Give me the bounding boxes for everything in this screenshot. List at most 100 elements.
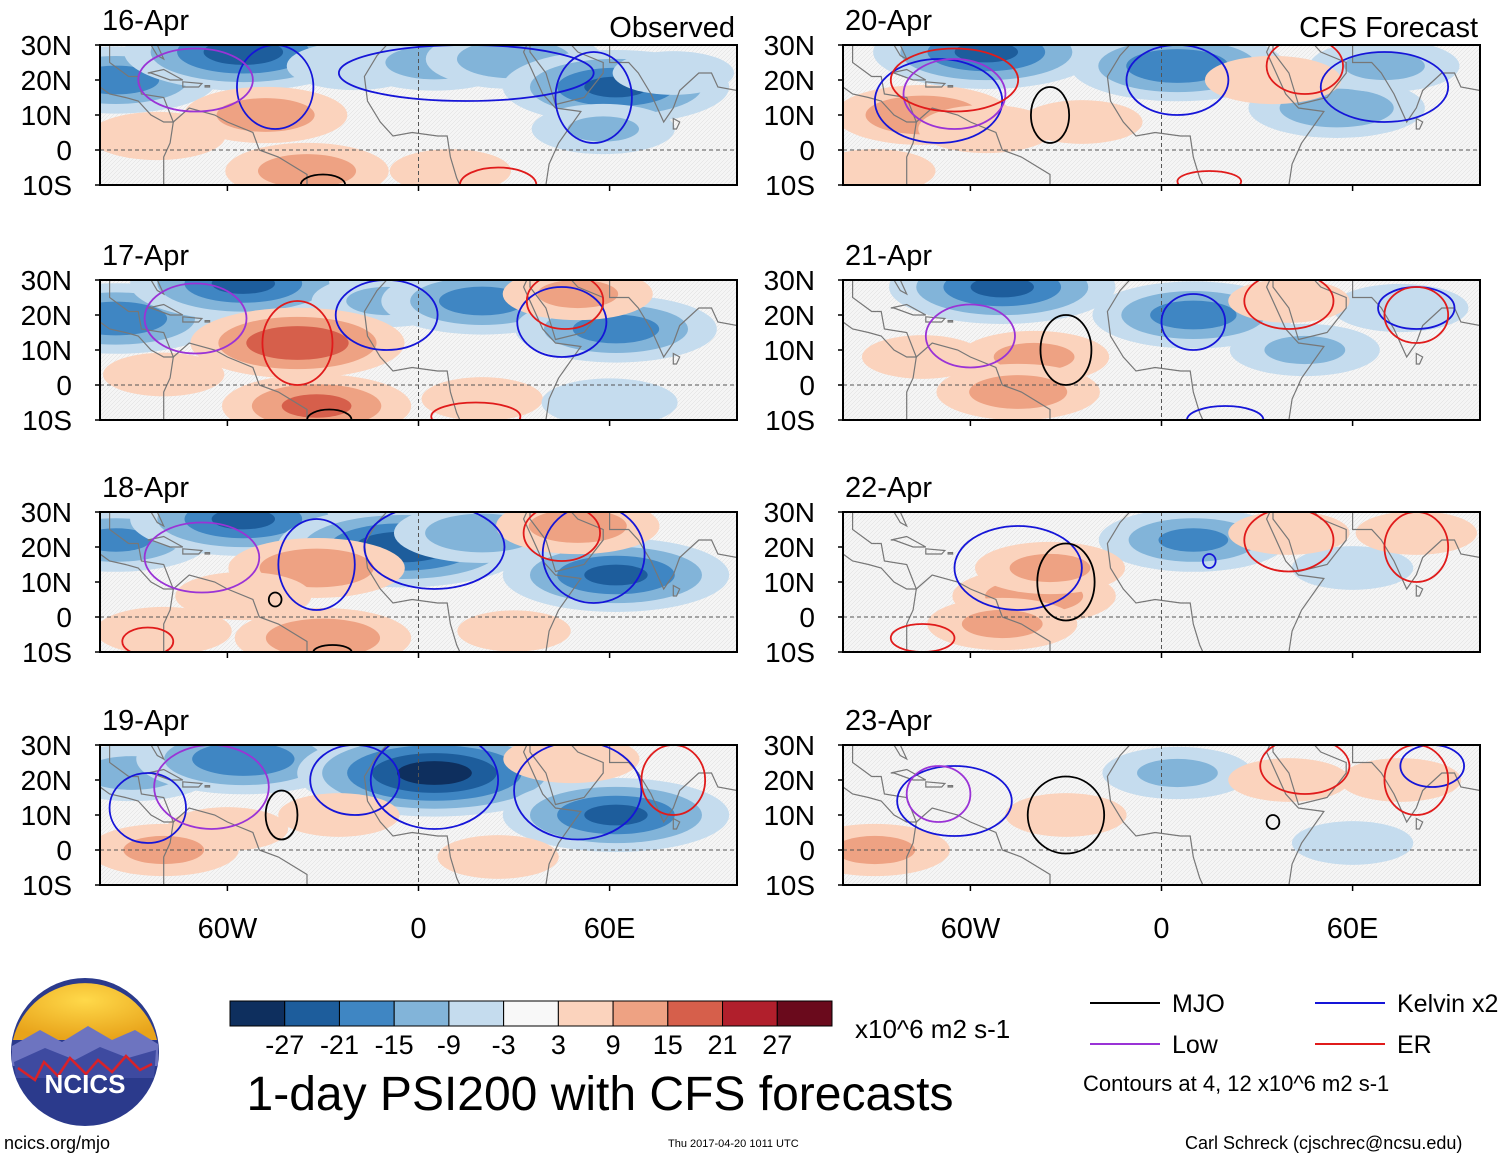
coastline (608, 745, 737, 824)
colorbar-swatch (776, 1000, 833, 1027)
coastline (182, 81, 204, 88)
map-panel-22-Apr: 30N 20N 10N 0 10S 22-Apr (764, 472, 1481, 668)
panel-date-label: 16-Apr (102, 5, 189, 37)
anomaly-band (103, 352, 225, 397)
anomaly-band (1021, 100, 1143, 144)
panel-date-label: 23-Apr (845, 705, 932, 737)
lon-label: 60W (198, 913, 258, 945)
panel-date-label: 17-Apr (102, 240, 189, 272)
contour-kelvin (1125, 45, 1230, 116)
coastline (1351, 280, 1480, 359)
legend-label-low: Low (1172, 1031, 1219, 1059)
lat-label: 0 (799, 135, 815, 166)
lat-label: 10S (765, 405, 815, 436)
contour-er (1265, 45, 1344, 95)
coastline (204, 84, 211, 88)
contour-mjo (264, 789, 299, 841)
colorbar-label: -9 (437, 1030, 461, 1060)
colorbar-label: 27 (762, 1030, 792, 1060)
anomaly-band (961, 609, 1043, 639)
lat-label: 20N (764, 65, 815, 96)
contour-low (902, 58, 1007, 130)
lat-label: 20N (764, 765, 815, 796)
colorbar-label: -21 (320, 1030, 359, 1060)
lat-label: 20N (21, 300, 72, 331)
contour-kelvin (1202, 553, 1217, 569)
coastline (843, 280, 918, 358)
coastline (672, 584, 681, 597)
map-panels: 30N 20N 10N 0 10S 16-Apr Observed 30N 20N 10N 0 10S… (21, 5, 1481, 901)
anomaly-band (100, 606, 232, 652)
map-panel-20-Apr: 30N 20N 10N 0 10S 20-Apr CFS Forecast (764, 5, 1481, 201)
contour-er (889, 47, 1020, 113)
contour-er (121, 626, 175, 652)
lat-label: 10S (765, 170, 815, 201)
lat-label: 10N (764, 100, 815, 131)
contour-kelvin (1399, 745, 1465, 788)
coastline (529, 45, 604, 106)
coastline (147, 68, 184, 81)
colorbar-swatch (284, 1000, 340, 1027)
anomaly-band (1005, 793, 1127, 837)
contour-mjo (1265, 814, 1281, 830)
coastline (947, 84, 954, 88)
anomaly-band (1204, 55, 1342, 105)
coastline (1415, 817, 1424, 830)
lat-label: 0 (56, 602, 72, 633)
coastline (906, 342, 1051, 420)
contour-er (1383, 745, 1450, 816)
coastline (363, 512, 582, 652)
logo-text: NCICS (45, 1069, 126, 1099)
coastline (1272, 45, 1347, 106)
anomaly-band (1291, 546, 1414, 590)
anomaly-band (457, 610, 571, 652)
coastline (1415, 117, 1424, 130)
anomaly-band (1228, 758, 1350, 802)
anomaly-band (211, 512, 276, 530)
lat-label: 0 (56, 835, 72, 866)
contour-legend: MJO Kelvin x2 Low ER Contours at 4, 12 x10^6… (1083, 990, 1498, 1096)
legend-label-kelvin: Kelvin x2 (1397, 990, 1498, 1018)
anomaly-band (612, 51, 734, 95)
coastline (925, 316, 947, 323)
coastline (925, 81, 947, 88)
column-heading: CFS Forecast (1299, 12, 1478, 44)
coastline (893, 280, 908, 296)
coastline (163, 107, 308, 185)
lat-label: 20N (21, 65, 72, 96)
anomaly-band (278, 793, 400, 837)
contour-mjo (1026, 775, 1106, 855)
lat-label: 20N (764, 532, 815, 563)
colorbar-label: -3 (492, 1030, 516, 1060)
contour-er (261, 300, 334, 386)
contour-low (137, 47, 254, 113)
anomaly-band (1137, 758, 1218, 788)
coastline (564, 419, 579, 420)
coastline (100, 280, 175, 358)
anomaly-band (1264, 335, 1346, 365)
lat-label: 30N (21, 730, 72, 761)
coastline (1307, 651, 1322, 652)
anomaly-band (421, 377, 543, 420)
contour-kelvin (334, 280, 439, 351)
anomaly-band (265, 618, 381, 652)
panel-date-label: 19-Apr (102, 705, 189, 737)
lat-label: 20N (21, 765, 72, 796)
coastline (529, 745, 604, 806)
colorbar-swatch (503, 1000, 559, 1027)
figure-title: 1-day PSI200 with CFS forecasts (247, 1068, 954, 1121)
coastline (893, 45, 908, 61)
coastline (893, 745, 908, 761)
lon-label: 60W (941, 913, 1001, 945)
contour-kelvin (277, 518, 356, 611)
lat-label: 30N (764, 265, 815, 296)
coastline (163, 807, 308, 885)
contour-kelvin (896, 765, 1013, 837)
anomaly-band (1158, 528, 1229, 552)
lat-label: 10N (764, 567, 815, 598)
map-panel-21-Apr: 30N 20N 10N 0 10S 21-Apr (764, 240, 1481, 436)
coastline (890, 535, 927, 548)
coastline (1106, 45, 1325, 185)
anomaly-band (567, 116, 640, 142)
